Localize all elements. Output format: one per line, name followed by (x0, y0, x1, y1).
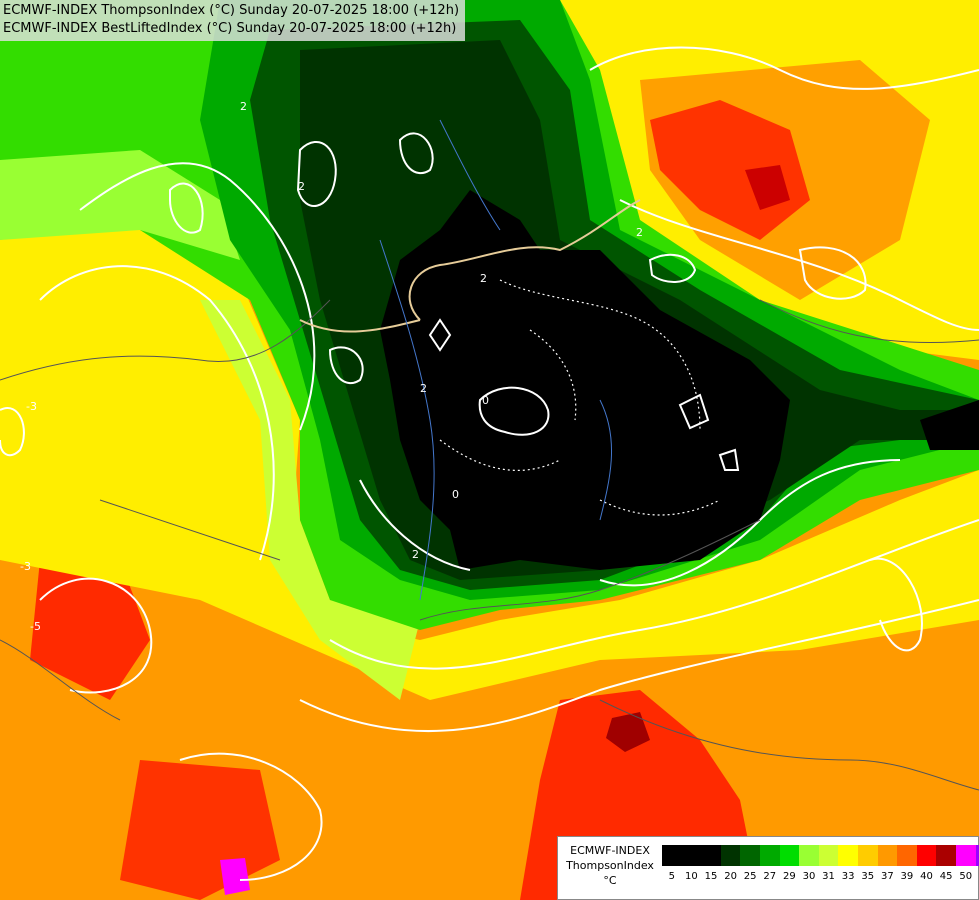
legend-tick: 30 (802, 871, 816, 882)
dotted-contours (439, 279, 721, 516)
legend-swatch (799, 845, 819, 866)
country-borders (0, 299, 979, 791)
contour-label: 2 (298, 180, 305, 193)
contour-lines (0, 46, 979, 881)
legend-swatch (975, 845, 979, 866)
field-magenta (220, 858, 250, 895)
contour-label: 2 (480, 272, 487, 285)
legend-tick: 20 (724, 871, 737, 882)
legend-tick: 39 (900, 871, 914, 882)
legend-swatch (779, 845, 800, 866)
contour-label: 2 (412, 548, 419, 561)
legend-ticks: 51015202527293031333537394045505560 (662, 871, 979, 882)
field-black-east (920, 400, 979, 450)
legend-tick: 50 (959, 871, 973, 882)
rivers (379, 119, 613, 601)
contour-label: -5 (30, 620, 41, 633)
legend-tick: 25 (743, 871, 757, 882)
legend-color-bar (662, 845, 979, 866)
header-line-thompson: ECMWF-INDEX ThompsonIndex (°C) Sunday 20… (3, 3, 460, 18)
field-black-core (380, 190, 790, 570)
field-red-sw (30, 560, 150, 700)
legend-swatch (818, 845, 839, 866)
color-legend: ECMWF-INDEX ThompsonIndex °C 5 10 15 20 25 27… (557, 836, 979, 900)
field-yellowgreen-west (80, 300, 420, 700)
legend-tick: 40 (920, 871, 933, 882)
field-lightgreen-nw (0, 150, 240, 260)
legend-swatch (701, 845, 721, 866)
legend-swatch (916, 845, 937, 866)
legend-title-line1: ECMWF-INDEX (570, 844, 650, 857)
legend-tick: 15 (704, 871, 718, 882)
legend-title: ECMWF-INDEX ThompsonIndex °C (560, 843, 660, 888)
legend-swatch (877, 845, 898, 866)
contour-label: 2 (240, 100, 247, 113)
contour-label: 2 (420, 382, 427, 395)
legend-swatch (897, 845, 917, 866)
legend-swatch (720, 845, 741, 866)
contour-labels: 2 2 2 2 0 2 0 2 -3 -3 -5 (20, 100, 643, 633)
contour-label: 0 (452, 488, 459, 501)
field-darkred-ne (745, 165, 790, 210)
legend-tick: 35 (861, 871, 875, 882)
legend-tick: 55 (976, 871, 979, 882)
contour-label: 2 (636, 226, 643, 239)
legend-tick: 27 (763, 871, 777, 882)
legend-tick: 33 (841, 871, 855, 882)
legend-swatch (662, 845, 682, 866)
legend-tick: 29 (782, 871, 796, 882)
contour-label: -3 (26, 400, 37, 413)
map-header: ECMWF-INDEX ThompsonIndex (°C) Sunday 20… (0, 0, 466, 41)
legend-tick: 10 (685, 871, 698, 882)
legend-swatch (857, 845, 878, 866)
legend-unit: °C (603, 874, 617, 887)
contour-label: -3 (20, 560, 31, 573)
legend-swatch (759, 845, 780, 866)
legend-title-line2: ThompsonIndex (566, 859, 654, 872)
legend-tick: 5 (668, 871, 675, 882)
header-line-lifted: ECMWF-INDEX BestLiftedIndex (°C) Sunday … (3, 21, 457, 36)
legend-swatch (681, 845, 702, 866)
legend-tick: 45 (939, 871, 953, 882)
legend-tick: 31 (822, 871, 835, 882)
legend-swatch (838, 845, 858, 866)
legend-swatch (740, 845, 760, 866)
field-darkred-spot (606, 712, 650, 752)
legend-tick: 37 (880, 871, 894, 882)
legend-swatch (936, 845, 956, 866)
legend-swatch (955, 845, 976, 866)
contour-label: 0 (482, 394, 489, 407)
